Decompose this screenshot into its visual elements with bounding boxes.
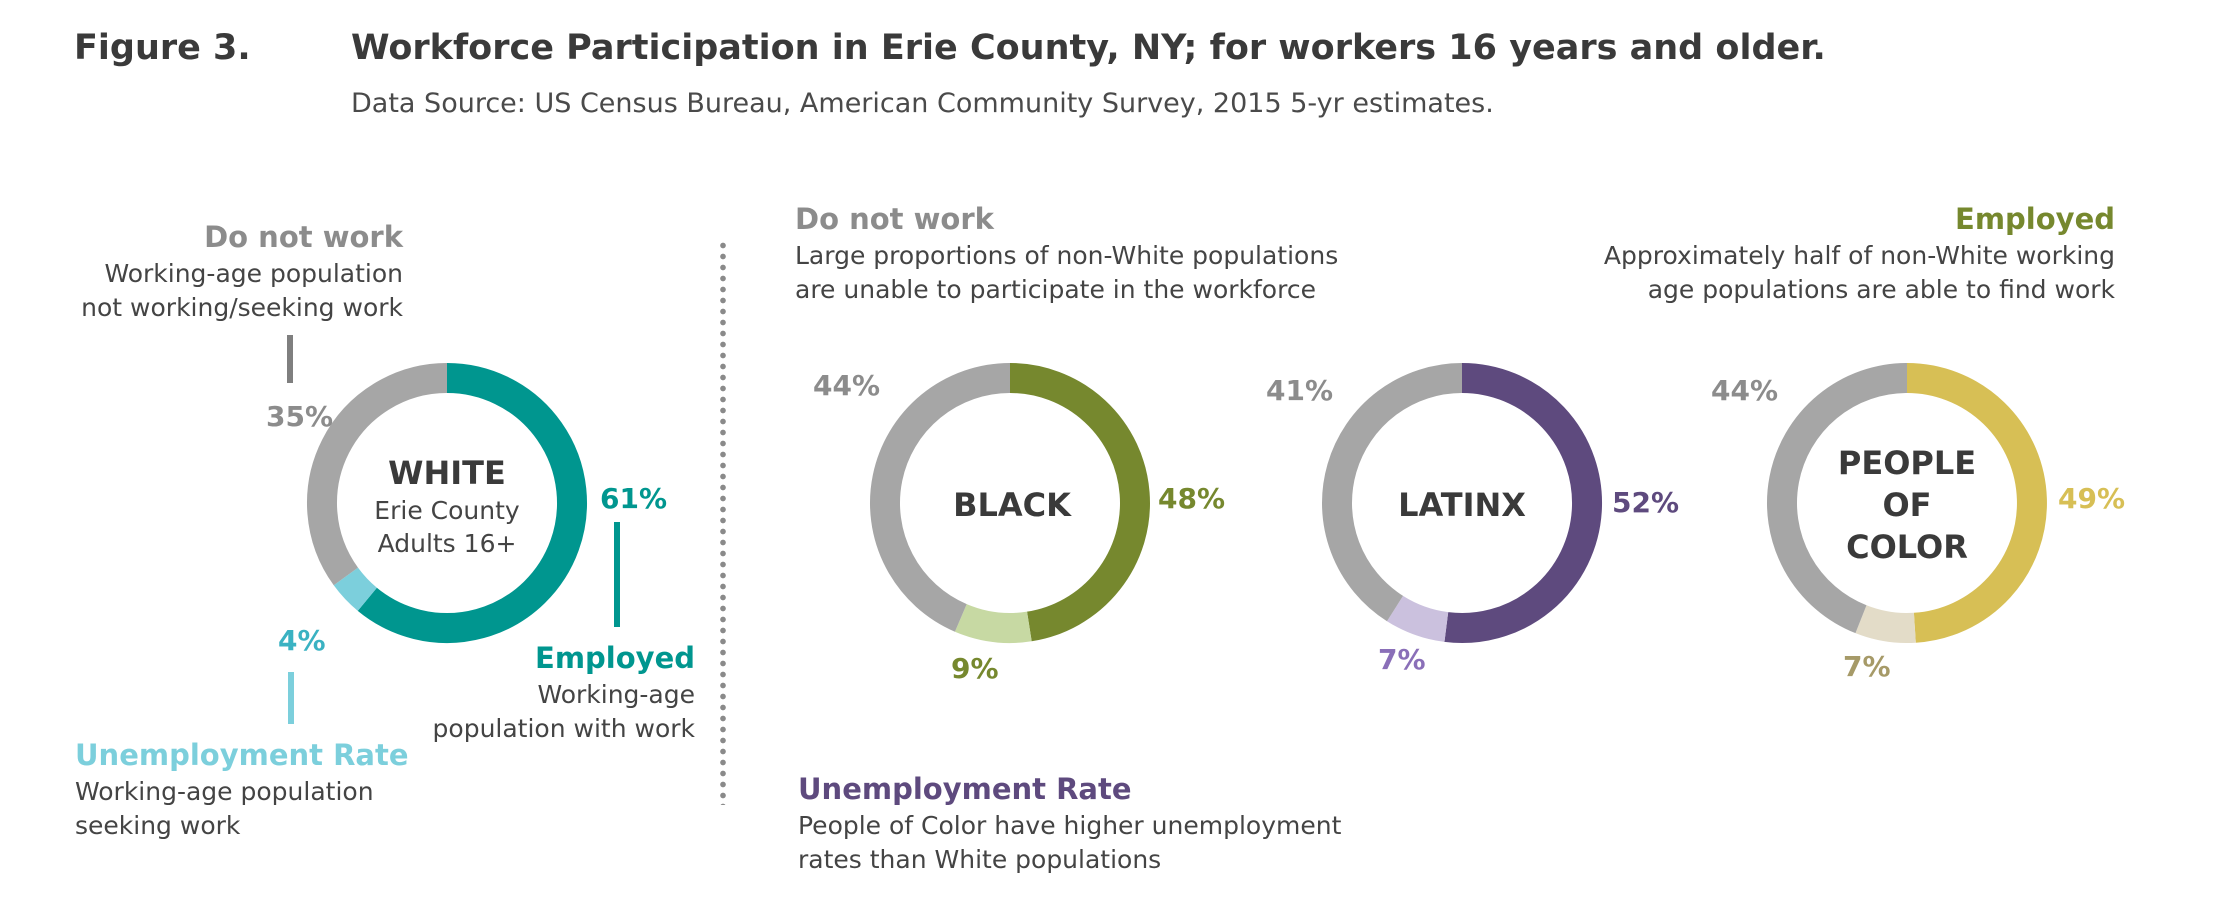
- donut-poc-slice-unemployed: [1855, 605, 1916, 643]
- comparison-do-not-work-title: Do not work: [795, 202, 994, 236]
- donut-white-slice-employed: [357, 363, 587, 643]
- white-employed-desc-1: Working-age: [537, 680, 695, 709]
- white-unemployment-title: Unemployment Rate: [75, 738, 409, 772]
- figure-title: Workforce Participation in Erie County, …: [351, 28, 1826, 68]
- donut-white-slice-do-not-work: [307, 363, 448, 586]
- pct-label-black-do-not-work: 44%: [813, 369, 881, 402]
- comparison-unemployment-desc-2: rates than White populations: [798, 845, 1162, 874]
- white-do-not-work-desc-1: Working-age population: [104, 259, 403, 288]
- center-label-latinx: LATINX: [1362, 484, 1562, 526]
- white-unemployment-desc-1: Working-age population: [75, 777, 374, 806]
- donut-people-of-color: [1767, 363, 2047, 643]
- pct-label-black-unemployed: 9%: [951, 652, 999, 685]
- center-label-white-title: WHITE: [388, 454, 506, 492]
- dotted-divider: [720, 240, 726, 805]
- center-label-poc-line-2: OF: [1882, 486, 1932, 524]
- donut-latinx: [1322, 363, 1603, 643]
- donut-black-slice-unemployed: [954, 603, 1032, 643]
- center-label-latinx-title: LATINX: [1398, 486, 1526, 524]
- white-unemployment-desc-2: seeking work: [75, 811, 241, 840]
- pct-label-latinx-do-not-work: 41%: [1266, 374, 1334, 407]
- white-employed-desc-2: population with work: [432, 714, 695, 743]
- donut-black-slice-do-not-work: [870, 363, 1011, 632]
- white-do-not-work-desc-2: not working/seeking work: [81, 293, 403, 322]
- white-employed-title: Employed: [535, 641, 695, 675]
- pct-label-latinx-employed: 52%: [1612, 486, 1680, 519]
- pct-label-black-employed: 48%: [1158, 482, 1226, 515]
- center-label-black: BLACK: [912, 484, 1112, 526]
- center-label-poc-line-3: COLOR: [1846, 528, 1968, 566]
- donut-latinx-slice-do-not-work: [1322, 363, 1463, 622]
- white-unemployment-line: [288, 672, 294, 724]
- figure-number: Figure 3.: [74, 28, 251, 68]
- pct-label-white-employed: 61%: [600, 482, 668, 515]
- comparison-employed-desc-1: Approximately half of non-White working: [1603, 241, 2115, 270]
- center-label-white: WHITE Erie County Adults 16+: [347, 452, 547, 560]
- pct-label-poc-do-not-work: 44%: [1711, 374, 1779, 407]
- center-label-poc: PEOPLE OF COLOR: [1807, 442, 2007, 568]
- center-label-white-sub-1: Erie County: [374, 496, 520, 525]
- donut-poc-slice-do-not-work: [1767, 363, 1908, 634]
- comparison-do-not-work-desc-2: are unable to participate in the workfor…: [795, 275, 1316, 304]
- white-do-not-work-line: [287, 335, 293, 383]
- donut-black: [870, 363, 1150, 643]
- center-label-poc-line-1: PEOPLE: [1837, 444, 1977, 482]
- comparison-do-not-work-desc-1: Large proportions of non-White populatio…: [795, 241, 1339, 270]
- comparison-employed-title: Employed: [1955, 202, 2115, 236]
- donut-white: [307, 363, 587, 643]
- pct-label-latinx-unemployed: 7%: [1378, 643, 1426, 676]
- donut-black-slice-employed: [1009, 363, 1150, 642]
- white-do-not-work-title: Do not work: [204, 220, 403, 254]
- pct-label-poc-unemployed: 7%: [1843, 650, 1891, 683]
- pct-label-poc-employed: 49%: [2058, 482, 2126, 515]
- white-employed-line: [614, 522, 620, 627]
- comparison-unemployment-desc-1: People of Color have higher unemployment: [798, 811, 1342, 840]
- center-label-white-sub-2: Adults 16+: [377, 529, 517, 558]
- figure-source: Data Source: US Census Bureau, American …: [351, 88, 1494, 119]
- comparison-employed-desc-2: age populations are able to find work: [1647, 275, 2115, 304]
- donut-white-slice-unemployed: [333, 567, 378, 611]
- pct-label-white-do-not-work: 35%: [266, 400, 334, 433]
- donut-poc-slice-employed: [1906, 363, 2047, 643]
- center-label-black-title: BLACK: [953, 486, 1071, 524]
- pct-label-white-unemployed: 4%: [278, 624, 326, 657]
- donut-latinx-slice-unemployed: [1386, 595, 1449, 642]
- donut-latinx-slice-employed: [1444, 363, 1603, 643]
- comparison-unemployment-title: Unemployment Rate: [798, 772, 1132, 806]
